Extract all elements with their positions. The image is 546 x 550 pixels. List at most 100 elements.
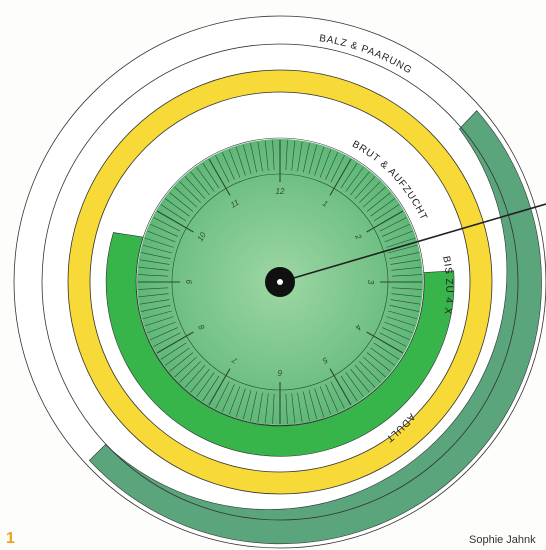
clock-hour-11: 11 [229, 198, 241, 210]
clock-major-tick [366, 210, 404, 233]
clock-minor-tick [325, 384, 339, 412]
clock-minor-tick [358, 181, 381, 204]
clock-minor-tick [389, 304, 419, 312]
clock-hour-5: 5 [321, 355, 330, 365]
clock-minor-tick [291, 140, 296, 171]
author-credit: Sophie Jahnk [469, 534, 536, 546]
clock-minor-tick [366, 352, 391, 372]
clock-minor-tick [169, 192, 194, 212]
clock-minor-tick [384, 230, 413, 243]
clock-hour-8: 8 [196, 323, 206, 332]
clock-minor-tick [215, 381, 230, 409]
clock-minor-tick [138, 274, 169, 277]
clock-minor-tick [196, 372, 215, 398]
clock-minor-tick [350, 171, 370, 196]
clock-minor-tick [308, 144, 318, 174]
clock-minor-tick [330, 381, 345, 409]
clock-minor-tick [314, 146, 325, 176]
clock-minor-tick [319, 386, 332, 415]
clock-minor-tick [174, 186, 197, 208]
clock-minor-tick [190, 171, 210, 196]
clock-minor-tick [350, 368, 370, 393]
clock-minor-tick [325, 152, 339, 180]
clock-minor-tick [179, 181, 202, 204]
clock-minor-tick [319, 149, 332, 178]
clock-minor-tick [184, 176, 206, 199]
clock-minor-tick [144, 316, 174, 327]
clock-minor-tick [382, 223, 410, 237]
clock-minor-tick [139, 299, 170, 305]
clock-minor-tick [370, 347, 396, 366]
clock-minor-tick [250, 143, 258, 173]
clock-minor-tick [169, 352, 194, 372]
clock-minor-tick [150, 327, 178, 341]
clock-hour-7: 7 [230, 355, 239, 365]
clock-minor-tick [164, 198, 190, 217]
clock-minor-tick [139, 259, 170, 265]
clock-major-tick [208, 158, 231, 196]
clock-minor-tick [160, 342, 187, 360]
clock-major-tick [329, 158, 352, 196]
clock-minor-tick [388, 310, 418, 320]
clock-minor-tick [363, 186, 386, 208]
clock-minor-tick [297, 141, 303, 172]
clock-minor-tick [384, 321, 413, 334]
balz-paarung-band [88, 110, 542, 545]
clock-minor-tick [272, 140, 275, 171]
clock-face-outer [135, 137, 425, 427]
clock-minor-tick [142, 244, 172, 254]
clock-minor-tick [141, 304, 171, 312]
clock-major-tick [366, 331, 404, 354]
clock-minor-tick [373, 342, 400, 360]
clock-minor-tick [373, 204, 400, 222]
clock-minor-tick [391, 274, 422, 277]
clock-minor-tick [141, 252, 171, 260]
clock-hub-center [277, 279, 283, 285]
clock-hour-3: 3 [366, 280, 375, 285]
clock-minor-tick [391, 293, 422, 298]
clock-minor-tick [354, 176, 376, 199]
clock-ticks [138, 140, 422, 424]
clock-minor-tick [160, 204, 187, 222]
clock-hour-4: 4 [353, 323, 363, 332]
clock-major-tick [156, 331, 194, 354]
clock-hour-9: 9 [185, 279, 194, 284]
clock-minor-tick [184, 365, 206, 388]
clock-minor-tick [142, 310, 172, 320]
clock-minor-tick [242, 144, 252, 174]
clock-minor-tick [164, 347, 190, 366]
clock-minor-tick [297, 392, 303, 423]
clock-minor-tick [144, 237, 174, 248]
clock-minor-tick [272, 393, 275, 424]
clock-minor-tick [386, 237, 416, 248]
clock-minor-tick [215, 155, 230, 183]
clock-minor-tick [242, 390, 252, 420]
clock-minor-tick [302, 391, 310, 421]
clock-minor-tick [345, 166, 364, 192]
clock-minor-tick [382, 327, 410, 341]
clock-minor-tick [138, 287, 169, 290]
clock-minor-tick [366, 192, 391, 212]
clock-minor-tick [147, 230, 176, 243]
clock-minor-tick [379, 332, 407, 347]
clock-minor-tick [228, 149, 241, 178]
clock-minor-tick [330, 155, 345, 183]
clock-minor-tick [250, 391, 258, 421]
clock-minor-tick [179, 360, 202, 383]
clock-minor-tick [379, 217, 407, 232]
clock-minor-tick [345, 372, 364, 398]
page-number: 1 [6, 530, 15, 547]
clock-major-tick [156, 210, 194, 233]
clock-minor-tick [285, 393, 288, 424]
clock-minor-tick [147, 321, 176, 334]
clock-minor-tick [153, 217, 181, 232]
clock-minor-tick [390, 299, 421, 305]
clock-minor-tick [138, 266, 169, 271]
clock-minor-tick [354, 365, 376, 388]
clock-minor-tick [235, 388, 246, 418]
clock-minor-tick [150, 223, 178, 237]
clock-minor-tick [202, 375, 220, 402]
clock-minor-tick [314, 388, 325, 418]
